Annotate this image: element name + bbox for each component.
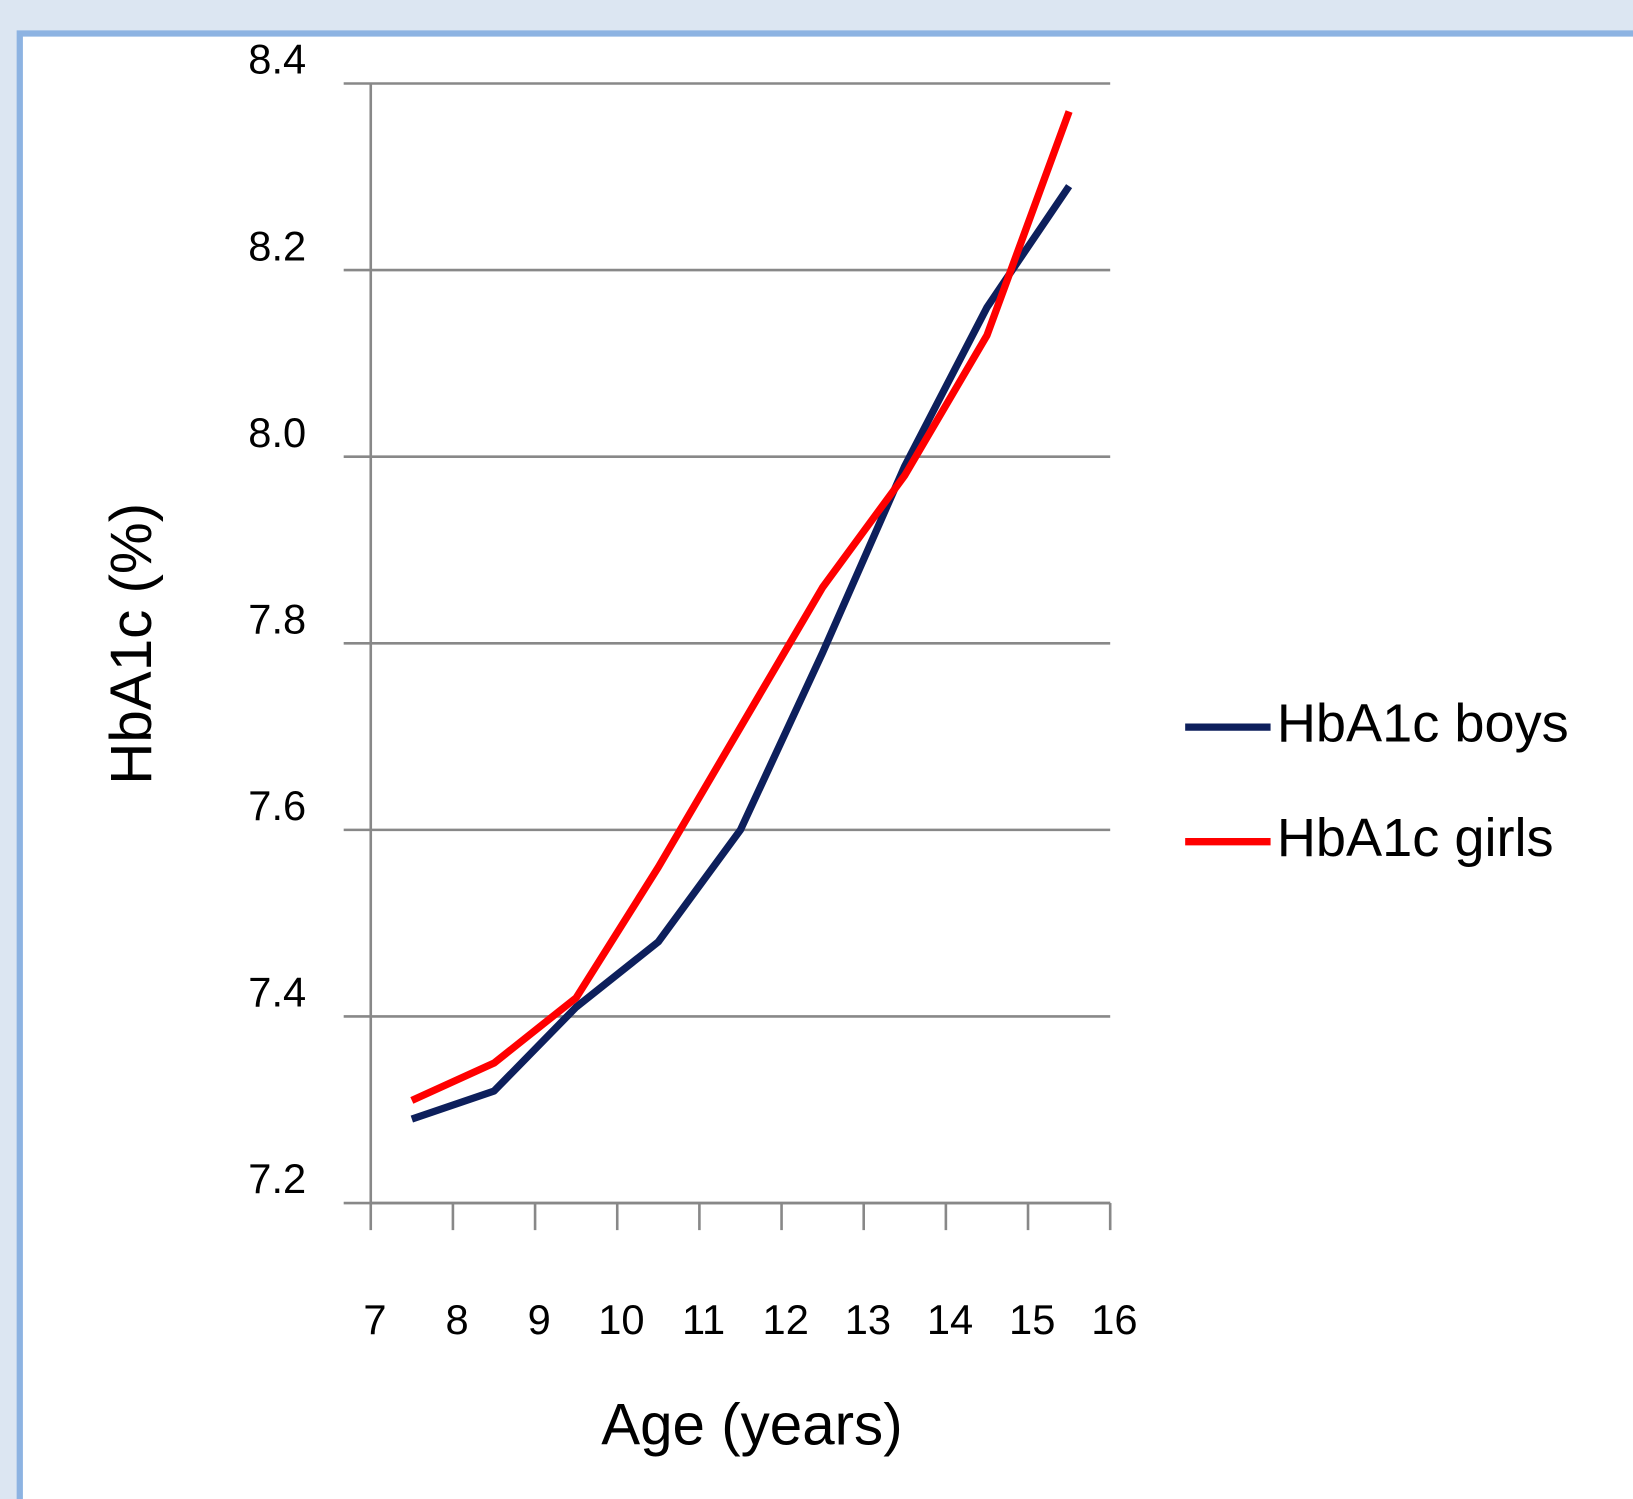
x-tick-label: 9 — [528, 1296, 551, 1343]
y-tick-label: 7.4 — [248, 969, 306, 1016]
y-tick-label: 8.0 — [248, 409, 306, 456]
x-tick-label: 8 — [445, 1296, 468, 1343]
y-tick-label: 7.2 — [248, 1155, 306, 1202]
x-tick-label: 12 — [763, 1296, 809, 1343]
y-axis-title: HbA1c (%) — [99, 503, 164, 785]
chart-panel — [16, 30, 1633, 1499]
y-tick-label: 7.8 — [248, 595, 306, 642]
y-tick-label: 8.4 — [248, 36, 306, 83]
x-tick-label: 15 — [1009, 1296, 1055, 1343]
y-tick-label: 8.2 — [248, 222, 306, 269]
x-tick-label: 7 — [363, 1296, 386, 1343]
x-tick-label: 10 — [598, 1296, 644, 1343]
x-tick-label: 11 — [682, 1296, 725, 1343]
x-tick-label: 14 — [927, 1296, 973, 1343]
series-line — [410, 110, 1073, 1104]
x-tick-label: 13 — [845, 1296, 891, 1343]
y-tick-label: 7.6 — [248, 782, 306, 829]
x-tick-label: 16 — [1091, 1296, 1137, 1343]
series-line — [410, 184, 1073, 1123]
legend-label: HbA1c girls — [1277, 808, 1554, 868]
legend-label: HbA1c boys — [1277, 693, 1569, 753]
x-axis-title: Age (years) — [601, 1392, 902, 1457]
